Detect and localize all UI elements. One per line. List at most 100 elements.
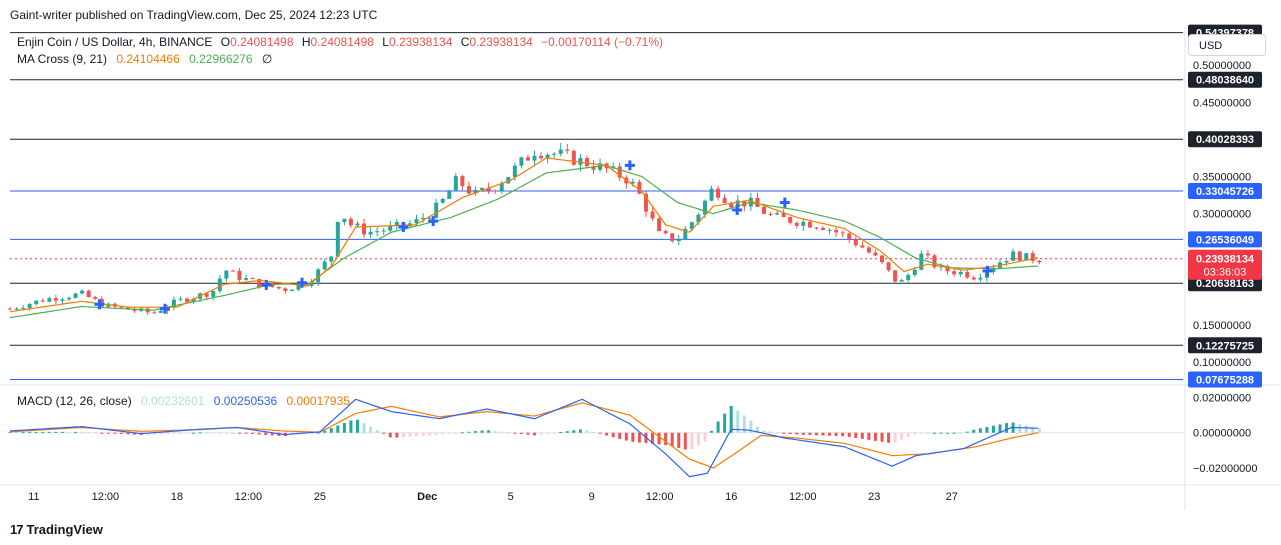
macd-histogram-bar	[54, 431, 58, 433]
level-price-tag	[1188, 71, 1262, 88]
macd-histogram-bar	[231, 432, 235, 434]
macd-histogram-bar	[480, 430, 484, 433]
macd-histogram-bar	[192, 432, 196, 434]
candle-body	[617, 166, 622, 178]
candle-body	[40, 300, 45, 302]
candle-body	[945, 266, 950, 272]
tradingview-logo[interactable]: 17 TradingView	[10, 522, 103, 537]
candle-body	[847, 233, 852, 240]
legend: Enjin Coin / US Dollar, 4h, BINANCE O0.2…	[17, 35, 663, 408]
candle-body	[755, 197, 760, 207]
macd-histogram-bar	[133, 432, 137, 435]
candle-body	[486, 188, 491, 191]
legend-high-label: H	[302, 35, 311, 49]
macd-histogram-bar	[998, 424, 1002, 433]
candle-body	[794, 222, 799, 226]
legend-open-label: O	[221, 35, 230, 49]
macd-histogram-bar	[991, 425, 995, 433]
macd-histogram-bar	[828, 432, 832, 436]
macd-histogram-bar	[834, 432, 838, 436]
candle-body	[322, 261, 327, 270]
macd-histogram-bar	[716, 421, 720, 433]
macd-histogram-bar	[493, 431, 497, 433]
price-pane[interactable]	[8, 32, 1183, 380]
candle-body	[211, 290, 216, 297]
legend-macd-line: 0.00250536	[214, 394, 278, 408]
candle-body	[1037, 260, 1042, 263]
macd-histogram-bar	[87, 432, 91, 434]
macd-histogram-bar	[919, 432, 923, 434]
macd-histogram-bar	[959, 432, 963, 434]
macd-histogram-bar	[749, 420, 753, 433]
candle-body	[473, 189, 478, 194]
macd-histogram-bar	[978, 428, 982, 433]
macd-histogram-bar	[28, 431, 32, 433]
macd-histogram-bar	[382, 432, 386, 434]
macd-histogram-bar	[637, 432, 641, 443]
macd-histogram-bar	[447, 432, 451, 434]
current-price-tag	[1188, 249, 1262, 280]
macd-histogram-bar	[34, 431, 38, 433]
candle-body	[853, 239, 858, 246]
candle-body	[362, 223, 367, 235]
candle-body	[670, 233, 675, 242]
macd-histogram-bar	[47, 431, 51, 433]
candle-body	[296, 284, 301, 290]
candle-body	[801, 221, 806, 226]
macd-tick-label: 0.02000000	[1193, 393, 1251, 405]
macd-histogram-bar	[755, 426, 759, 433]
candle-body	[820, 227, 825, 231]
macd-histogram-bar	[657, 432, 661, 445]
candle-body	[571, 150, 576, 165]
level-price-tag	[1188, 183, 1262, 200]
macd-histogram-bar	[60, 431, 64, 433]
svg-text:MA Cross (9, 21) 0.24104: MA Cross (9, 21) 0.24104466 0.22966276 ∅	[17, 52, 272, 66]
macd-histogram-bar	[939, 432, 943, 434]
candle-body	[217, 278, 222, 291]
macd-histogram-bar	[113, 432, 117, 434]
candle-body	[532, 155, 537, 161]
macd-histogram-bar	[1031, 427, 1035, 433]
candle-body	[230, 270, 235, 272]
candle-body	[716, 188, 721, 198]
level-price-tag	[1188, 231, 1262, 248]
macd-histogram-bar	[467, 431, 471, 433]
ma-cross-marker	[297, 277, 308, 288]
macd-histogram-bar	[788, 432, 792, 435]
macd-histogram-bar	[624, 432, 628, 441]
macd-histogram-bar	[21, 431, 25, 433]
macd-histogram-bar	[126, 432, 130, 435]
ma-cross-marker	[732, 204, 743, 215]
macd-histogram-bar	[841, 432, 845, 437]
candle-body	[348, 218, 353, 226]
legend-high: 0.24081498	[311, 35, 375, 49]
macd-histogram-bar	[860, 432, 864, 439]
macd-histogram-bar	[690, 432, 694, 449]
candle-body	[991, 267, 996, 272]
macd-histogram-bar	[723, 413, 727, 433]
candle-body	[906, 274, 911, 281]
candle-body	[185, 298, 190, 302]
candle-body	[827, 229, 832, 231]
candle-body	[237, 270, 242, 280]
macd-histogram-bar	[487, 430, 491, 433]
candle-body	[735, 200, 740, 208]
price-tick-label: 0.10000000	[1193, 357, 1251, 369]
level-price-label: 0.40028393	[1196, 134, 1254, 146]
candle-body	[978, 277, 983, 280]
candle-body	[788, 217, 793, 223]
macd-histogram-bar	[808, 432, 812, 435]
candle-body	[447, 191, 452, 199]
currency-button[interactable]: USD	[1188, 34, 1266, 56]
candle-body	[539, 155, 544, 159]
macd-histogram-bar	[696, 432, 700, 446]
candle-body	[565, 149, 570, 151]
macd-histogram-bar	[513, 432, 517, 434]
macd-histogram-bar	[1024, 425, 1028, 433]
macd-pane[interactable]	[8, 398, 1184, 478]
candle-body	[73, 293, 78, 298]
level-price-label: 0.12275725	[1196, 340, 1254, 352]
macd-histogram-bar	[946, 432, 950, 434]
macd-histogram-bar	[100, 432, 104, 434]
